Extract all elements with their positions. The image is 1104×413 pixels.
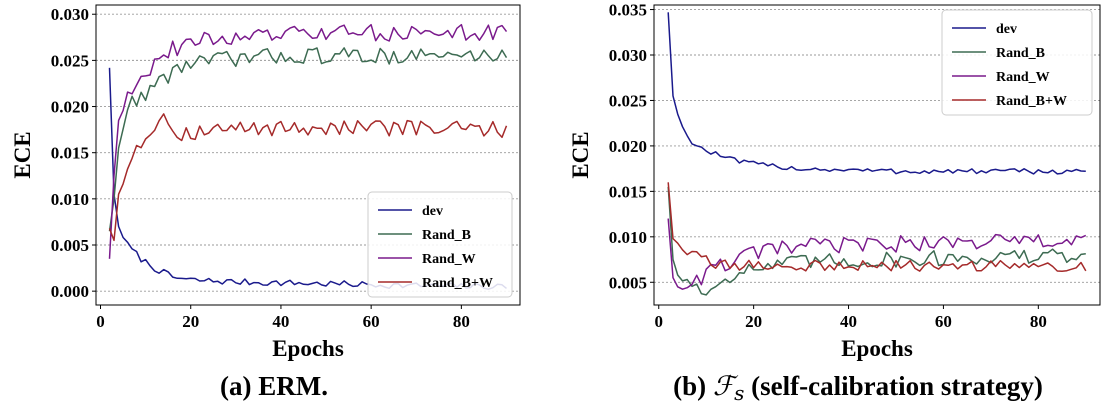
chart-panel-erm: 0.000 0.005 0.010 0.015 0.020 0.025 0.030 0 20 4… bbox=[10, 4, 521, 401]
y-tick-label: 0.020 bbox=[609, 137, 647, 156]
caption-subscript: s bbox=[734, 381, 744, 405]
legend-box bbox=[367, 191, 513, 298]
x-tick-label: 60 bbox=[363, 312, 380, 331]
chart-panel-self-calibration: 0.005 0.010 0.015 0.020 0.025 0.030 0.035 0 20 4… bbox=[568, 1, 1101, 405]
legend-label: dev bbox=[422, 204, 443, 219]
legend-box bbox=[941, 9, 1093, 116]
series-line-rand-b-w bbox=[667, 182, 1087, 273]
x-tick-label: 80 bbox=[453, 312, 470, 331]
x-tick-label: 80 bbox=[1030, 312, 1047, 331]
x-axis-label: Epochs bbox=[841, 336, 913, 361]
series-line-rand-w bbox=[108, 23, 508, 259]
caption-erm: (a) ERM. bbox=[220, 371, 328, 401]
legend-label: Rand_B bbox=[996, 46, 1045, 61]
series-line-rand-b bbox=[108, 47, 508, 232]
plot-frame bbox=[653, 4, 1101, 306]
legend: dev Rand_B Rand_W Rand_B+W bbox=[367, 191, 513, 298]
caption-prefix: (b) bbox=[673, 371, 713, 401]
plot-frame bbox=[95, 4, 521, 306]
legend-label: Rand_B+W bbox=[996, 94, 1067, 109]
series-line-rand-w bbox=[667, 218, 1087, 290]
legend-label: Rand_B+W bbox=[422, 276, 493, 291]
y-tick-label: 0.025 bbox=[51, 51, 89, 70]
y-tick-label: 0.010 bbox=[51, 190, 89, 209]
x-tick-label: 0 bbox=[654, 312, 663, 331]
y-tick-label: 0.030 bbox=[51, 5, 89, 24]
series-line-rand-b-w bbox=[108, 113, 508, 242]
y-tick-label: 0.015 bbox=[51, 144, 89, 163]
y-axis-label: ECE bbox=[10, 131, 35, 178]
caption-rest: (self-calibration strategy) bbox=[744, 371, 1042, 401]
y-tick-label: 0.035 bbox=[609, 1, 647, 20]
x-tick-labels: 0 20 40 60 80 bbox=[96, 305, 470, 331]
y-tick-label: 0.015 bbox=[609, 182, 647, 201]
y-tick-label: 0.020 bbox=[51, 98, 89, 117]
caption-self-calibration: (b) ℱs (self-calibration strategy) bbox=[673, 371, 1043, 405]
y-tick-label: 0.000 bbox=[51, 282, 89, 301]
x-tick-label: 40 bbox=[272, 312, 289, 331]
series-line-dev bbox=[667, 12, 1086, 175]
x-tick-label: 60 bbox=[935, 312, 952, 331]
y-tick-label: 0.005 bbox=[51, 236, 89, 255]
y-axis-label: ECE bbox=[568, 131, 593, 178]
legend-label: dev bbox=[996, 22, 1017, 37]
y-tick-labels: 0.000 0.005 0.010 0.015 0.020 0.025 0.030 bbox=[51, 5, 96, 301]
x-tick-label: 40 bbox=[840, 312, 857, 331]
series-line-rand-b bbox=[667, 186, 1086, 296]
y-tick-label: 0.010 bbox=[609, 228, 647, 247]
legend-label: Rand_W bbox=[996, 70, 1050, 85]
x-tick-label: 0 bbox=[96, 312, 105, 331]
x-tick-label: 20 bbox=[182, 312, 199, 331]
legend-label: Rand_B bbox=[422, 228, 471, 243]
x-axis-label: Epochs bbox=[272, 336, 344, 361]
series-lines bbox=[667, 12, 1087, 296]
y-tick-labels: 0.005 0.010 0.015 0.020 0.025 0.030 0.035 bbox=[609, 1, 654, 292]
y-tick-label: 0.030 bbox=[609, 46, 647, 65]
y-tick-label: 0.005 bbox=[609, 273, 647, 292]
x-tick-label: 20 bbox=[745, 312, 762, 331]
x-tick-labels: 0 20 40 60 80 bbox=[654, 305, 1047, 331]
legend: dev Rand_B Rand_W Rand_B+W bbox=[941, 9, 1093, 116]
legend-label: Rand_W bbox=[422, 252, 476, 267]
y-tick-label: 0.025 bbox=[609, 91, 647, 110]
